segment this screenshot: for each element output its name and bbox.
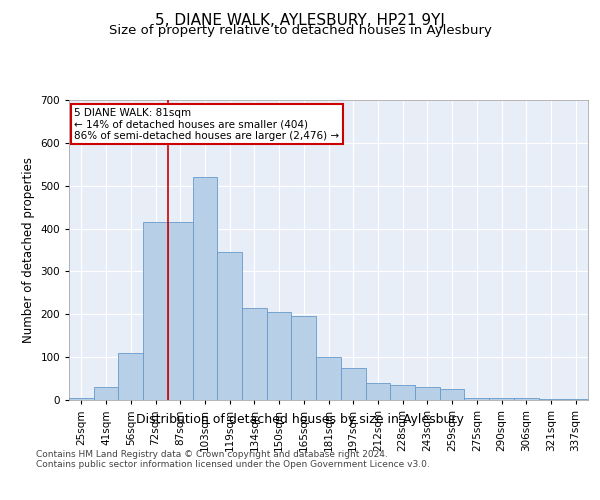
Bar: [563, 398, 588, 400]
Bar: [292, 316, 316, 400]
Bar: [168, 222, 193, 400]
Bar: [539, 399, 563, 400]
Bar: [415, 387, 440, 400]
Bar: [193, 177, 217, 400]
Y-axis label: Number of detached properties: Number of detached properties: [22, 157, 35, 343]
Bar: [316, 357, 341, 400]
Text: Distribution of detached houses by size in Aylesbury: Distribution of detached houses by size …: [136, 412, 464, 426]
Bar: [217, 252, 242, 400]
Text: 5, DIANE WALK, AYLESBURY, HP21 9YJ: 5, DIANE WALK, AYLESBURY, HP21 9YJ: [155, 12, 445, 28]
Bar: [118, 353, 143, 400]
Bar: [464, 398, 489, 400]
Bar: [489, 398, 514, 400]
Bar: [267, 312, 292, 400]
Bar: [143, 222, 168, 400]
Text: Size of property relative to detached houses in Aylesbury: Size of property relative to detached ho…: [109, 24, 491, 37]
Text: 5 DIANE WALK: 81sqm
← 14% of detached houses are smaller (404)
86% of semi-detac: 5 DIANE WALK: 81sqm ← 14% of detached ho…: [74, 108, 340, 140]
Text: Contains HM Land Registry data © Crown copyright and database right 2024.
Contai: Contains HM Land Registry data © Crown c…: [36, 450, 430, 469]
Bar: [341, 368, 365, 400]
Bar: [440, 390, 464, 400]
Bar: [390, 385, 415, 400]
Bar: [94, 387, 118, 400]
Bar: [365, 383, 390, 400]
Bar: [242, 308, 267, 400]
Bar: [69, 398, 94, 400]
Bar: [514, 398, 539, 400]
